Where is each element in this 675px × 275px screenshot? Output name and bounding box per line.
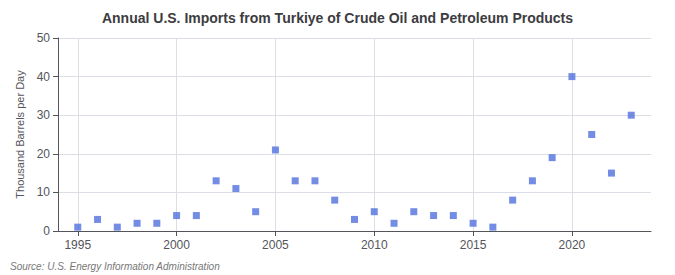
svg-text:Thousand Barrels per Day: Thousand Barrels per Day <box>14 70 26 199</box>
svg-text:1995: 1995 <box>64 238 91 252</box>
svg-text:2020: 2020 <box>559 238 586 252</box>
svg-text:50: 50 <box>37 31 51 45</box>
svg-text:2010: 2010 <box>361 238 388 252</box>
svg-text:2000: 2000 <box>163 238 190 252</box>
svg-text:10: 10 <box>37 185 51 199</box>
svg-text:Source: U.S. Energy Informatio: Source: U.S. Energy Information Administ… <box>10 261 220 272</box>
svg-text:20: 20 <box>37 147 51 161</box>
svg-text:Annual U.S. Imports from Turki: Annual U.S. Imports from Turkiye of Crud… <box>102 10 573 26</box>
svg-text:2015: 2015 <box>460 238 487 252</box>
svg-text:30: 30 <box>37 108 51 122</box>
svg-text:0: 0 <box>43 224 50 238</box>
svg-text:40: 40 <box>37 70 51 84</box>
svg-text:2005: 2005 <box>262 238 289 252</box>
